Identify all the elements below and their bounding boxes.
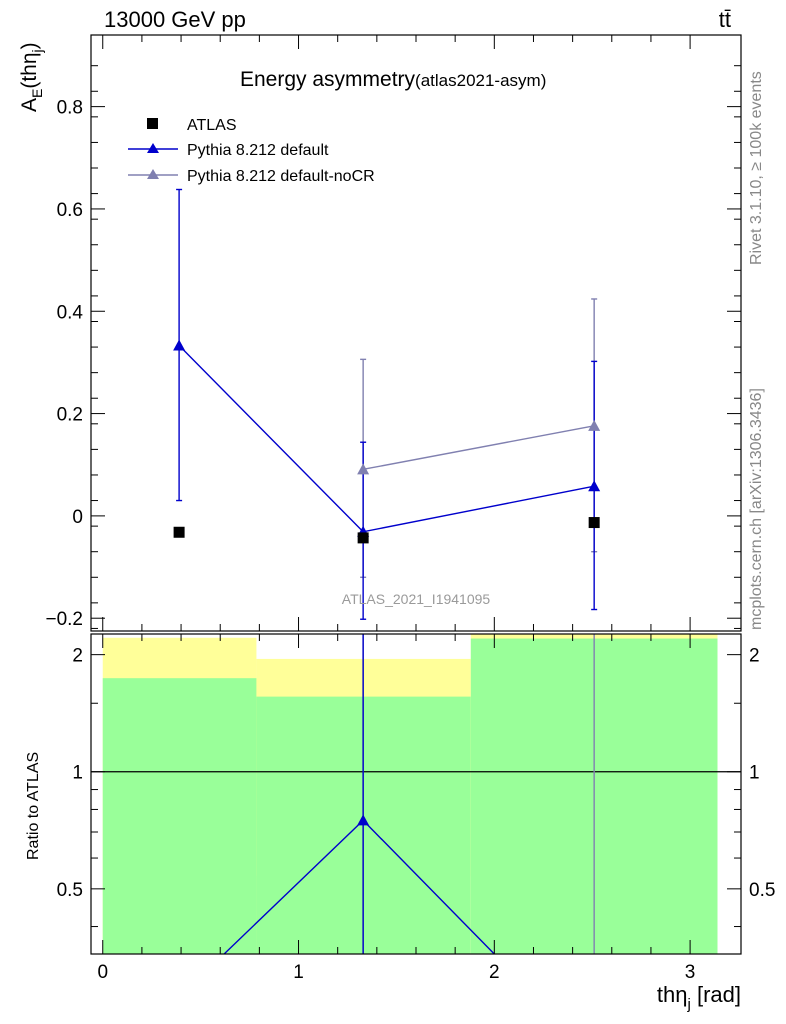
rivet-version-label: Rivet 3.1.10, ≥ 100k events: [748, 71, 765, 265]
main-ytick-label: −0.2: [45, 609, 83, 630]
ratio-ytick-label-right: 2: [749, 646, 760, 667]
x-tick-label: 0: [97, 962, 108, 983]
x-tick-label: 3: [685, 962, 696, 983]
x-axis-label: thηj [rad]: [657, 982, 741, 1013]
data-point-atlas: [357, 532, 369, 544]
mcplots-label: mcplots.cern.ch [arXiv:1306.3436]: [748, 388, 765, 630]
ratio-plot-ticks: 0.5 0.5 1 1 2 2 0 1 2 3: [57, 634, 775, 983]
main-ytick-label: 0: [72, 507, 83, 528]
main-plot-ticks: −0.2 0 0.2 0.4 0.6 0.8: [45, 35, 741, 631]
legend-label-pythia-nocr: Pythia 8.212 default-noCR: [187, 168, 375, 185]
x-tick-label: 1: [293, 962, 304, 983]
data-point-triangle: [588, 419, 601, 431]
ratio-plot-data: [91, 634, 741, 955]
main-plot-data: [173, 188, 601, 620]
data-point-atlas: [588, 517, 600, 529]
ratio-ytick-label-right: 1: [749, 763, 760, 784]
plot-title-suffix: (atlas2021-asym): [415, 71, 546, 90]
legend-label-pythia-default: Pythia 8.212 default: [187, 142, 329, 159]
main-ytick-label: 0.8: [57, 98, 83, 119]
ratio-ytick-label-left: 0.5: [57, 880, 83, 901]
data-point-triangle: [588, 480, 601, 492]
series-line-pythia-default: [178, 345, 595, 533]
ratio-point-triangle: [357, 814, 370, 826]
plot-title: Energy asymmetry(atlas2021-asym): [240, 68, 546, 91]
main-ytick-label: 0.2: [57, 405, 83, 426]
header-right: tt̄: [719, 7, 731, 32]
plot-title-main: Energy asymmetry: [240, 68, 416, 91]
analysis-watermark: ATLAS_2021_I1941095: [342, 591, 491, 607]
uncertainty-band-inner: [102, 678, 257, 954]
ratio-ytick-label-right: 0.5: [749, 880, 775, 901]
ratio-y-axis-label: Ratio to ATLAS: [25, 752, 42, 860]
main-plot-panel: −0.2 0 0.2 0.4 0.6 0.8 ATLAS_2021_I1941095 En…: [18, 34, 742, 632]
x-tick-label: 2: [489, 962, 500, 983]
data-point-atlas: [173, 526, 185, 538]
legend-marker-pythia-nocr: [147, 169, 159, 179]
series-line-pythia-nocr: [363, 425, 595, 471]
main-ytick-label: 0.4: [57, 302, 84, 323]
data-point-triangle: [357, 463, 370, 475]
ratio-ytick-label-left: 2: [72, 646, 83, 667]
legend-marker-pythia-default: [147, 143, 159, 153]
legend: ATLAS Pythia 8.212 default Pythia 8.212 …: [128, 117, 375, 185]
header-left: 13000 GeV pp: [104, 7, 246, 32]
main-y-axis-label: AE(thηj): [18, 42, 45, 112]
ratio-ytick-label-left: 1: [72, 763, 83, 784]
legend-label-atlas: ATLAS: [187, 117, 237, 134]
main-ytick-label: 0.6: [57, 200, 83, 221]
ratio-plot-panel: 0.5 0.5 1 1 2 2 0 1 2 3 Ratio to ATLAS thηj [rad]: [25, 633, 775, 1013]
data-point-triangle: [173, 339, 186, 351]
legend-marker-atlas: [147, 118, 158, 129]
